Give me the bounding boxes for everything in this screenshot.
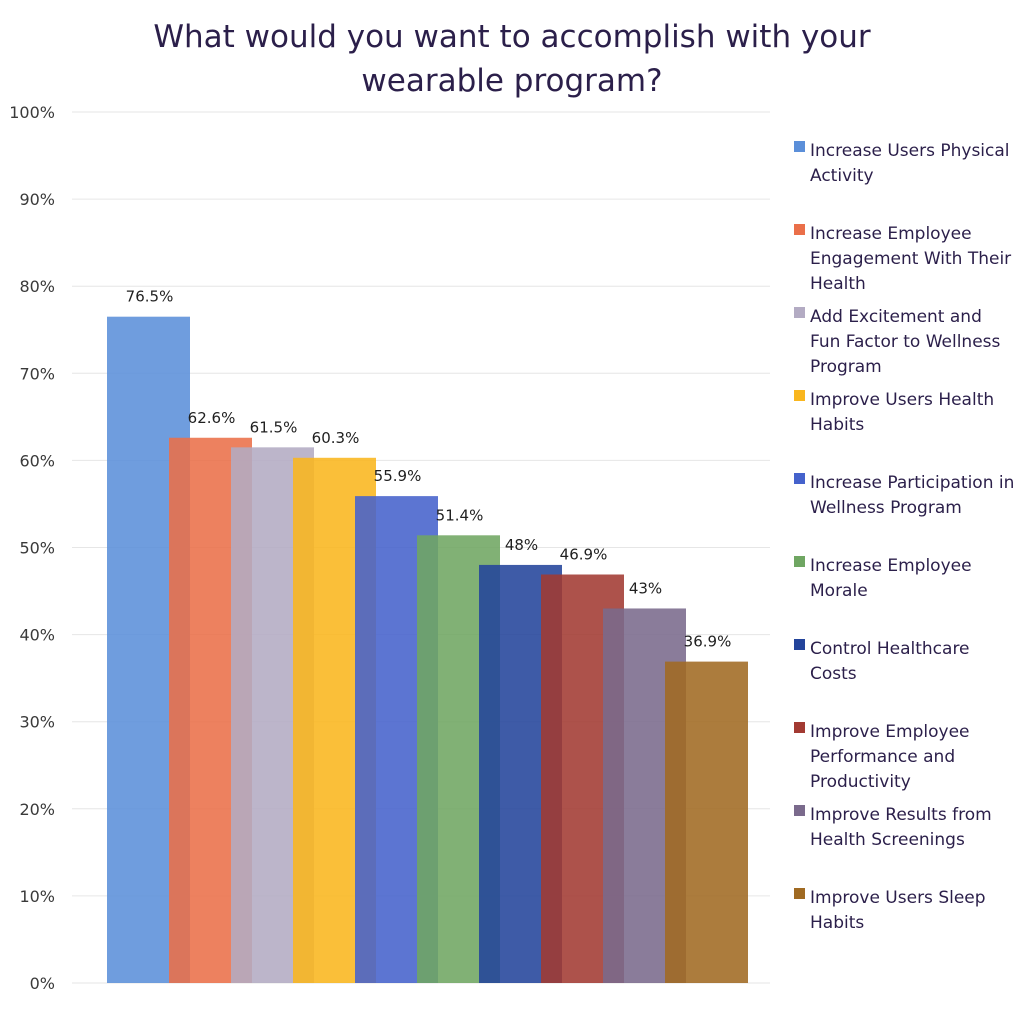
- legend-swatch: [794, 473, 805, 484]
- legend-label: Control Healthcare Costs: [810, 639, 970, 684]
- legend-swatch: [794, 722, 805, 733]
- chart-title-line-2: wearable program?: [361, 63, 662, 99]
- y-axis-ticks: 0% 10% 20% 30% 40% 50% 60% 70% 80% 90% 100%: [9, 103, 55, 993]
- legend-label: Improve Users Sleep Habits: [810, 888, 986, 933]
- bar-value-label: 46.9%: [560, 546, 608, 564]
- y-tick-label: 10%: [19, 887, 55, 906]
- bar-value-label: 51.4%: [436, 506, 484, 524]
- legend-swatch: [794, 888, 805, 899]
- legend-label: Increase Participation in Wellness Progra…: [810, 473, 1014, 518]
- bar-value-label: 76.5%: [126, 288, 174, 306]
- chart-title-line-1: What would you want to accomplish with y…: [153, 19, 871, 55]
- y-tick-label: 80%: [19, 277, 55, 296]
- y-tick-label: 20%: [19, 800, 55, 819]
- legend-swatch: [794, 307, 805, 318]
- legend-label: Increase Employee Morale: [810, 556, 972, 601]
- y-tick-label: 70%: [19, 364, 55, 383]
- bar-value-label: 48%: [505, 536, 538, 554]
- y-tick-label: 40%: [19, 626, 55, 645]
- bar-value-label: 55.9%: [374, 467, 422, 485]
- data-labels: 76.5% 62.6% 61.5% 60.3% 55.9% 51.4% 48% 46.9% 43…: [126, 288, 732, 651]
- bar-value-label: 60.3%: [312, 429, 360, 447]
- y-tick-label: 90%: [19, 190, 55, 209]
- bar-value-label: 61.5%: [250, 418, 298, 436]
- y-tick-label: 0%: [30, 974, 55, 993]
- legend-swatch: [794, 141, 805, 152]
- legend-swatch: [794, 390, 805, 401]
- legend-swatch: [794, 639, 805, 650]
- bar-value-label: 43%: [629, 579, 662, 597]
- y-tick-label: 50%: [19, 539, 55, 558]
- bar-value-label: 36.9%: [684, 633, 732, 651]
- y-tick-label: 100%: [9, 103, 55, 122]
- legend-label: Improve Results from Health Screenings: [810, 805, 992, 850]
- legend-swatch: [794, 805, 805, 816]
- bar: [665, 661, 748, 983]
- y-tick-label: 30%: [19, 713, 55, 732]
- legend: Increase Users Physical Activity Increase …: [794, 141, 1014, 933]
- legend-swatch: [794, 556, 805, 567]
- legend-label: Improve Users Health Habits: [810, 390, 994, 435]
- legend-label: Increase Users Physical Activity: [810, 141, 1010, 186]
- bar-value-label: 62.6%: [188, 409, 236, 427]
- y-tick-label: 60%: [19, 451, 55, 470]
- legend-label: Increase Employee Engagement With Their He…: [810, 224, 1011, 294]
- legend-label: Improve Employee Performance and Productiv…: [810, 722, 970, 792]
- chart-title: What would you want to accomplish with y…: [153, 19, 871, 99]
- legend-swatch: [794, 224, 805, 235]
- bars: [107, 316, 748, 984]
- legend-label: Add Excitement and Fun Factor to Wellness…: [810, 307, 1001, 377]
